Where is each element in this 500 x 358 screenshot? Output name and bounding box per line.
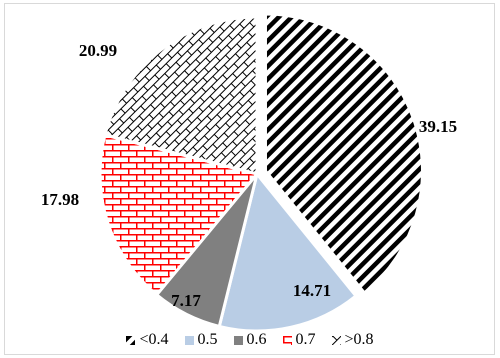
legend-item-lt-0-4: <0.4 (126, 331, 169, 349)
pie-slice-0-5 (217, 170, 359, 333)
data-label-lt-0-4: 39.15 (419, 117, 457, 136)
legend-swatch-icon (282, 335, 292, 345)
legend-swatch-icon (184, 335, 194, 345)
pie-slice-gt-0-8 (103, 15, 259, 176)
legend-label: 0.6 (246, 331, 267, 348)
legend-label: >0.8 (344, 331, 374, 348)
legend-swatch-icon (331, 335, 341, 345)
chart-legend: <0.4 0.5 0.6 (0, 331, 500, 349)
legend-swatch-icon (126, 335, 136, 345)
pie-slice-lt-0-4 (263, 12, 424, 296)
legend-item-gt-0-8: >0.8 (331, 331, 374, 349)
pie-slice-0-7 (98, 133, 260, 297)
legend-item-0-6: 0.6 (233, 331, 267, 349)
legend-item-0-7: 0.7 (282, 331, 316, 349)
data-label-0-7: 17.98 (41, 190, 79, 209)
legend-label: 0.5 (197, 331, 218, 348)
data-label-0-6: 7.17 (171, 291, 201, 310)
legend-label: 0.7 (295, 331, 316, 348)
legend-item-0-5: 0.5 (184, 331, 218, 349)
legend-label: <0.4 (139, 331, 169, 348)
data-label-0-5: 14.71 (293, 281, 331, 300)
legend-swatch-icon (233, 335, 243, 345)
data-label-gt-0-8: 20.99 (79, 41, 117, 60)
